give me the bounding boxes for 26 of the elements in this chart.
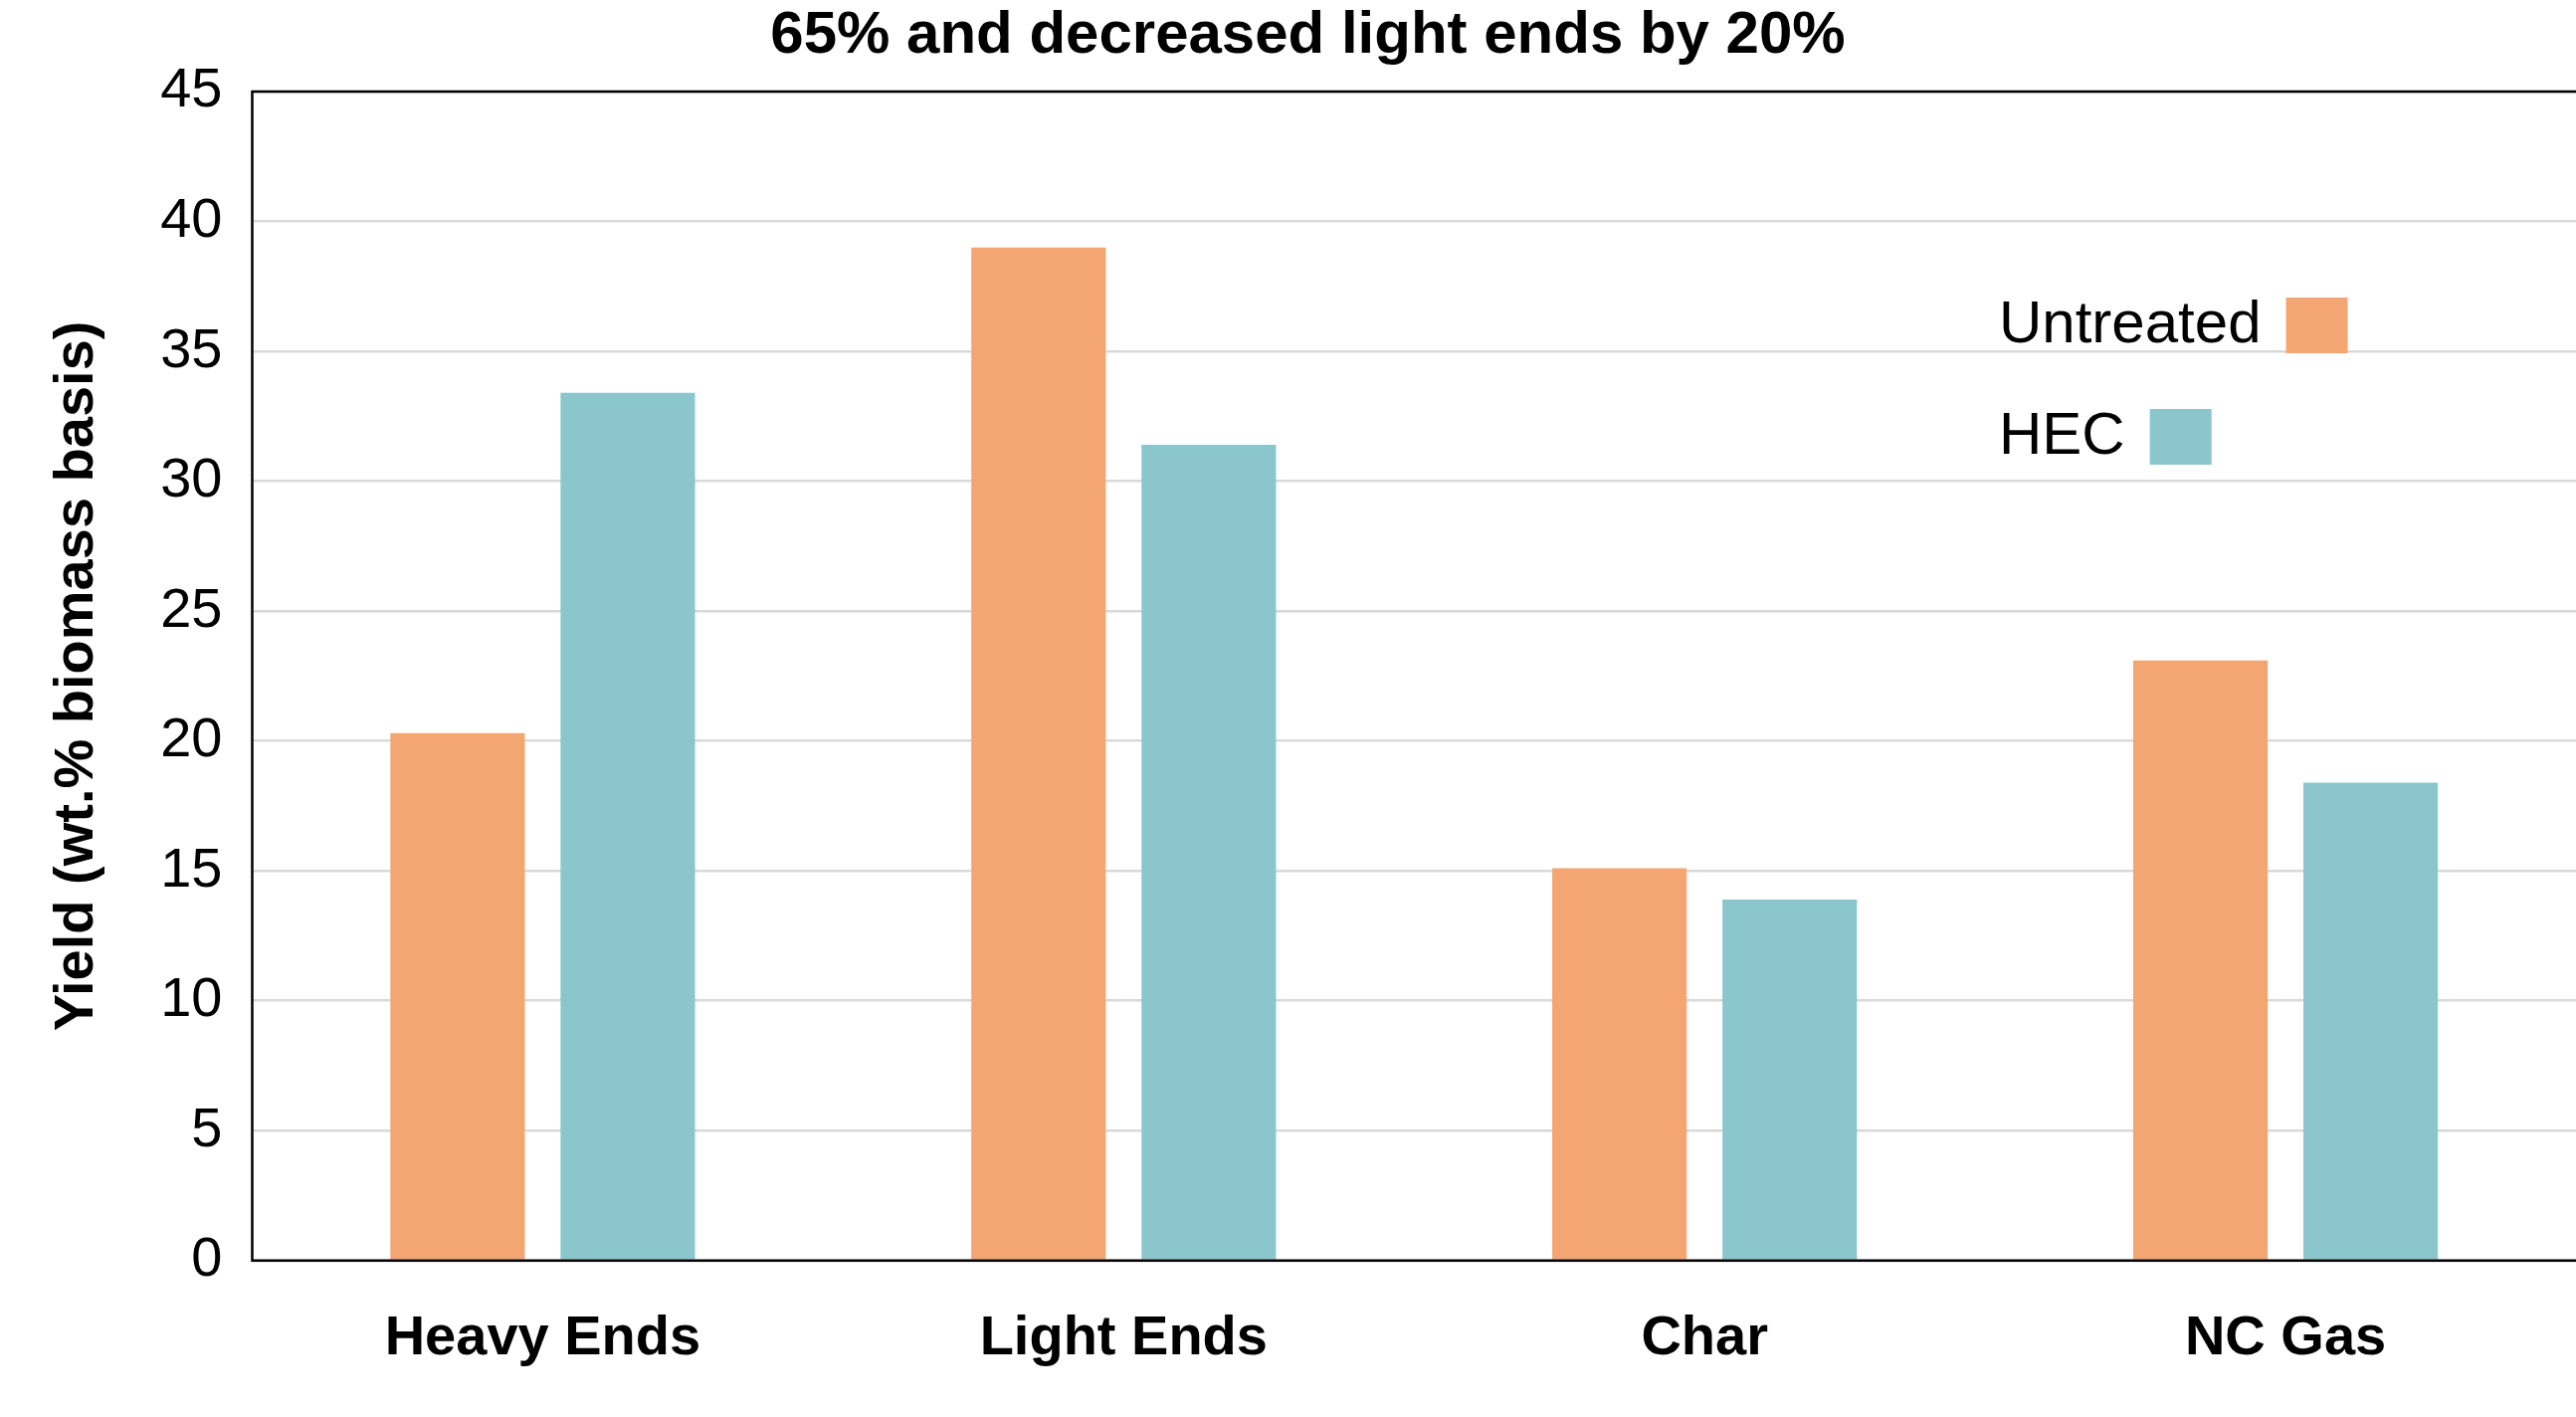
y-tick-label: 25	[160, 575, 223, 639]
x-tick-label: NC Gas	[2184, 1303, 2387, 1366]
y-tick-label: 35	[160, 315, 223, 379]
y-tick-label: 5	[191, 1095, 223, 1158]
bar	[2132, 660, 2269, 1260]
bar	[2303, 782, 2439, 1260]
y-tick-label: 15	[160, 835, 223, 899]
y-tick-label: 10	[160, 965, 223, 1029]
legend-label: HEC	[1999, 399, 2125, 467]
legend-label: Untreated	[1999, 288, 2262, 355]
bar	[560, 392, 695, 1260]
bar	[1722, 899, 1858, 1260]
bar	[390, 732, 525, 1260]
y-tick-label: 40	[160, 185, 223, 249]
x-tick-label: Heavy Ends	[384, 1303, 701, 1366]
y-axis-title: Yield (wt.% biomass basis)	[42, 320, 105, 1032]
bar	[1141, 445, 1277, 1260]
y-tick-label: 30	[160, 446, 223, 509]
y-tick-label: 20	[160, 706, 223, 769]
y-tick-label: 45	[160, 56, 223, 119]
y-tick-label: 0	[191, 1225, 223, 1289]
bar	[971, 247, 1106, 1260]
x-tick-label: Light Ends	[979, 1303, 1268, 1366]
bar	[1552, 868, 1687, 1260]
x-tick-label: Char	[1641, 1303, 1768, 1366]
chart-title: 65% and decreased light ends by 20%	[770, 0, 1846, 66]
